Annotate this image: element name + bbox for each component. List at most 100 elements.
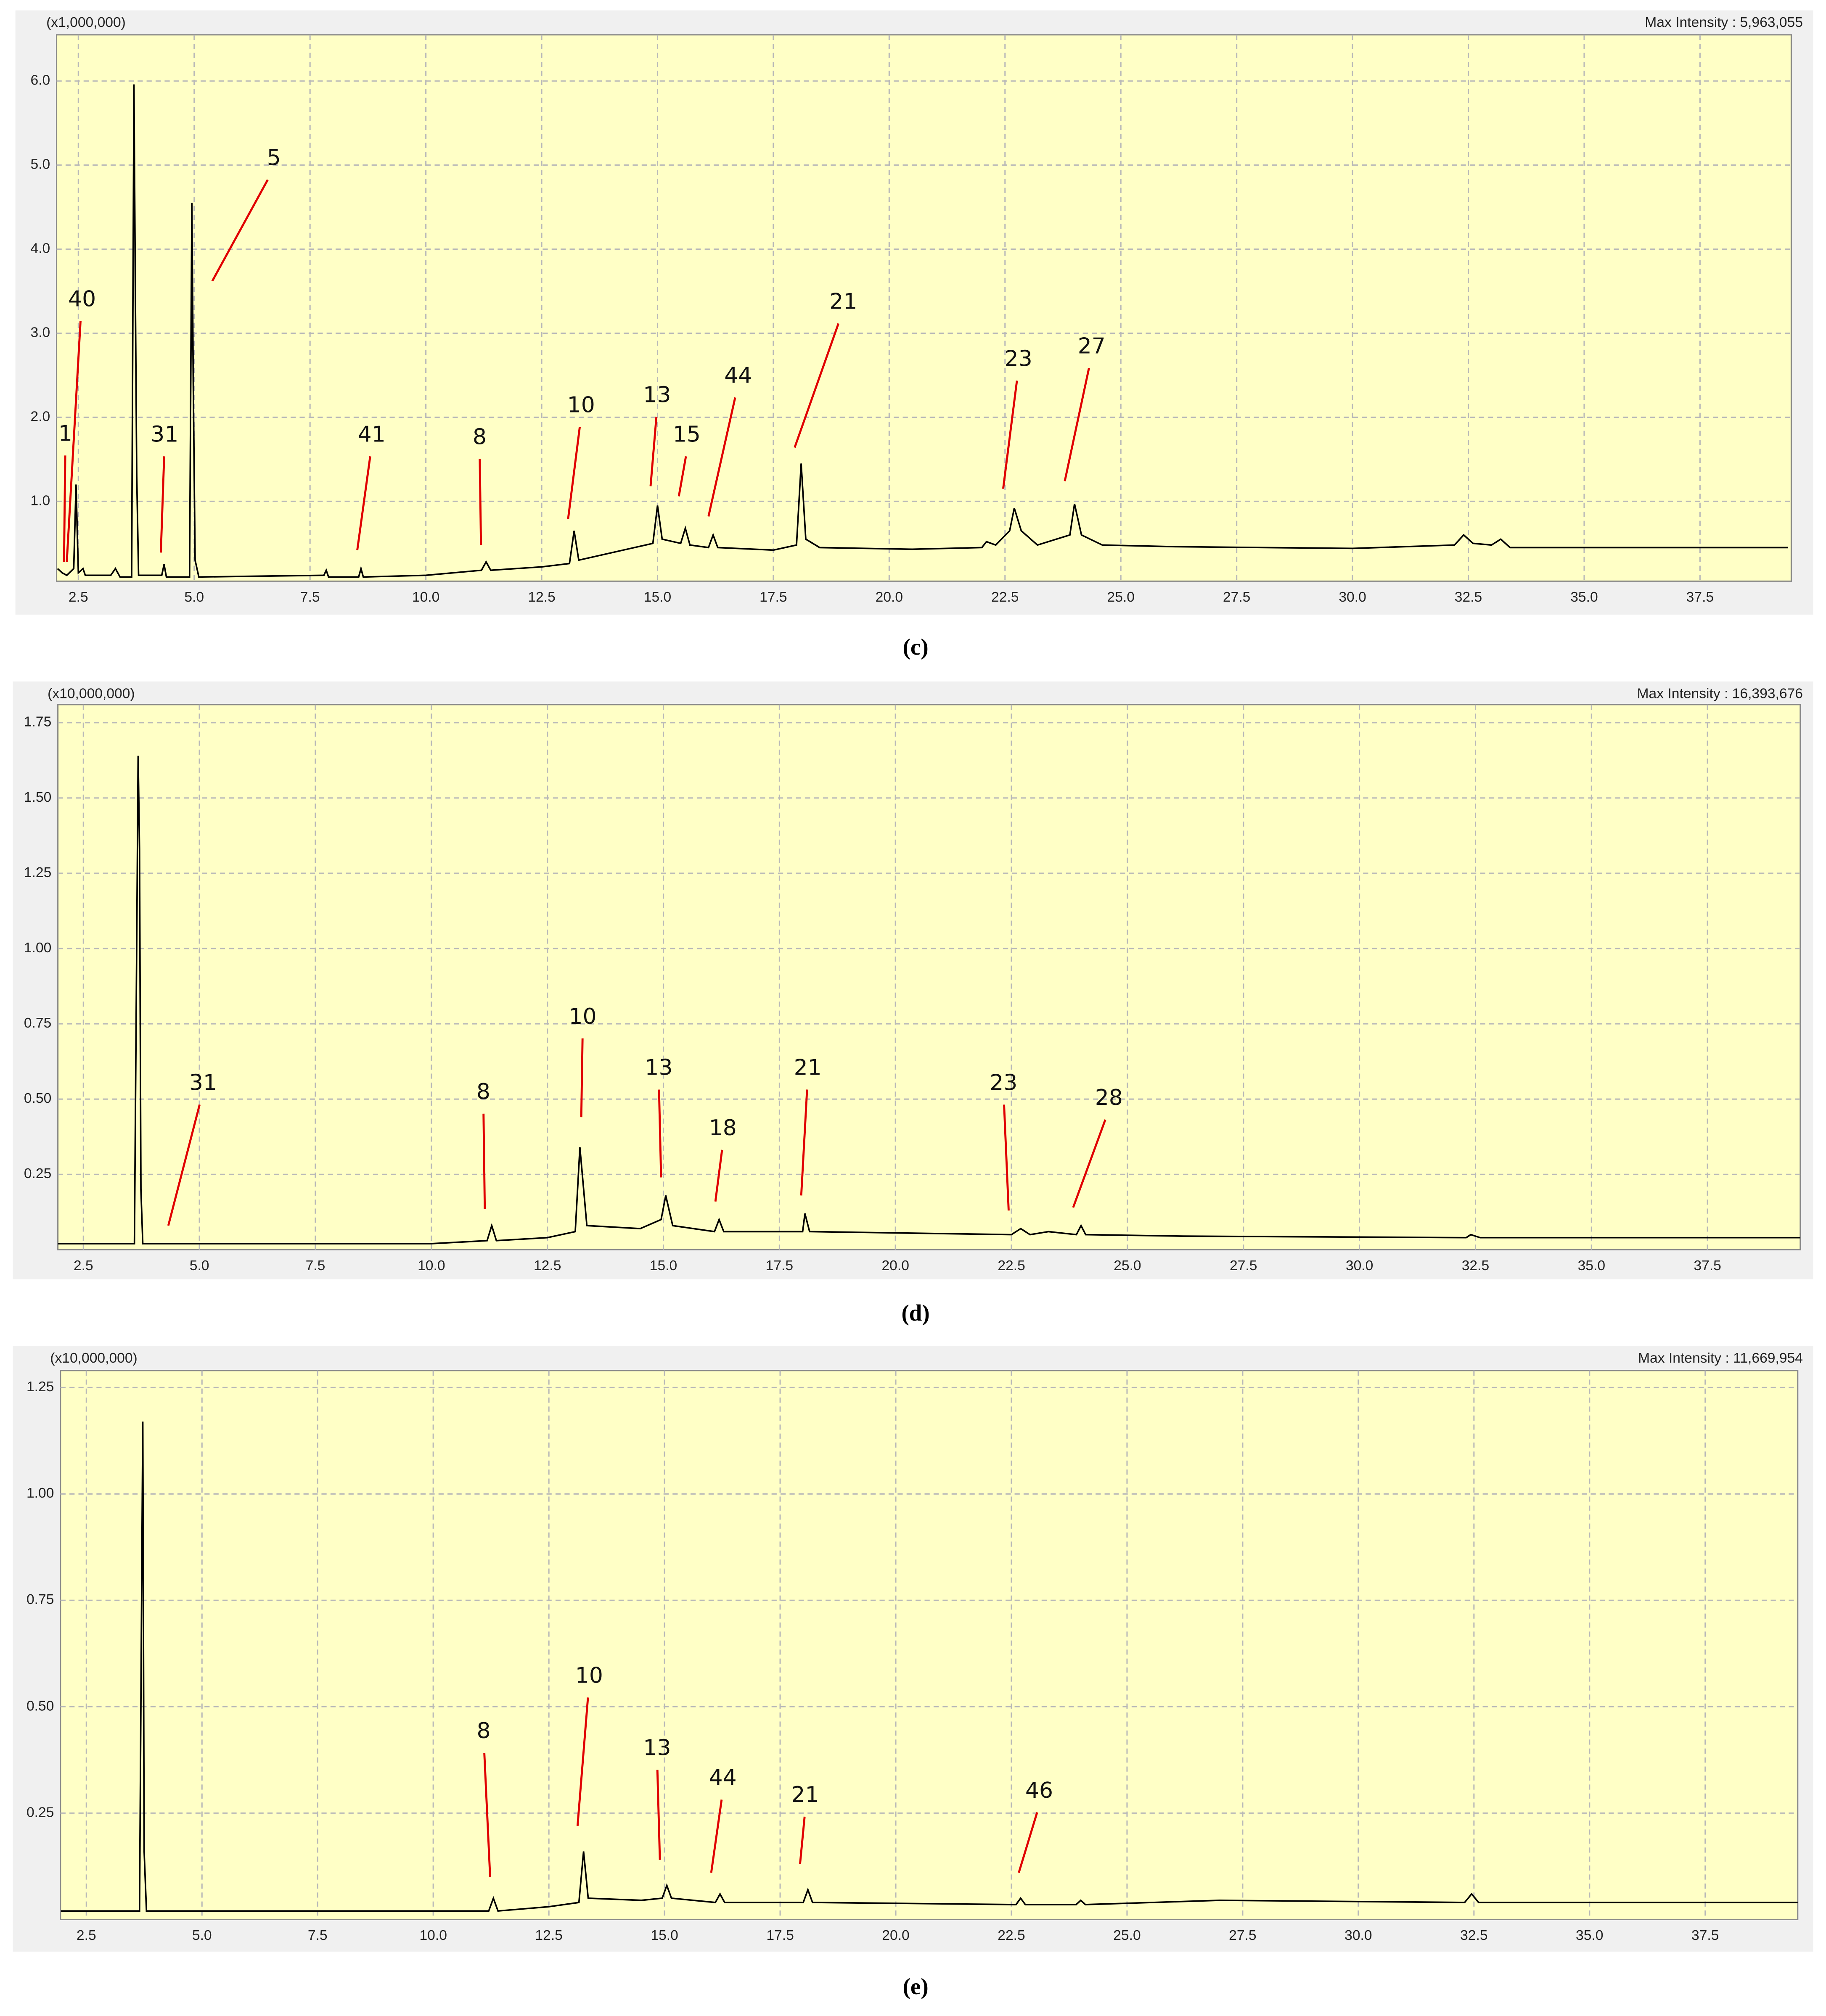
- x-tick-label: 37.5: [1694, 1258, 1721, 1274]
- x-tick-label: 32.5: [1455, 589, 1482, 605]
- peak-label: 18: [709, 1115, 737, 1141]
- y-tick-label: 0.75: [26, 1592, 54, 1607]
- x-tick-label: 27.5: [1223, 589, 1250, 605]
- peak-label: 21: [794, 1055, 822, 1081]
- x-tick-label: 5.0: [184, 589, 204, 605]
- annotation-pointer: [649, 417, 658, 486]
- x-tick-label: 20.0: [882, 1928, 909, 1943]
- peak-label: 23: [990, 1070, 1017, 1095]
- peak-label: 13: [643, 1736, 671, 1761]
- peak-label: 27: [1078, 334, 1106, 359]
- annotation-pointer: [714, 1149, 723, 1202]
- peak-label: 21: [791, 1782, 819, 1807]
- x-tick-label: 22.5: [991, 589, 1019, 605]
- annotation-pointer: [799, 1816, 806, 1865]
- annotation-pointer: [159, 456, 165, 553]
- peak-label: 15: [673, 422, 701, 447]
- peak-label: 10: [575, 1663, 603, 1688]
- x-tick-label: 10.0: [412, 589, 439, 605]
- x-tick-label: 10.0: [418, 1258, 445, 1274]
- max-intensity: Max Intensity : 11,669,954: [1638, 1350, 1803, 1366]
- y-tick-label: 1.25: [24, 865, 51, 880]
- annotation-pointer: [677, 456, 687, 497]
- x-tick-label: 17.5: [760, 589, 787, 605]
- annotation-pointer: [658, 1089, 662, 1178]
- annotation-pointer: [356, 456, 371, 550]
- scale-label: (x10,000,000): [48, 686, 135, 701]
- annotation-pointer: [479, 459, 482, 545]
- x-tick-label: 5.0: [192, 1928, 212, 1943]
- y-tick-label: 1.00: [26, 1485, 54, 1501]
- x-tick-label: 15.0: [651, 1928, 678, 1943]
- annotation-pointer: [211, 179, 269, 282]
- x-tick-label: 30.0: [1346, 1258, 1373, 1274]
- annotation-pointer: [483, 1752, 491, 1877]
- plot-area: [56, 34, 1792, 582]
- x-tick-label: 5.0: [190, 1258, 209, 1274]
- chromatogram-trace: [61, 1422, 1798, 1912]
- peak-label: 8: [476, 1079, 490, 1104]
- x-tick-label: 35.0: [1578, 1258, 1605, 1274]
- x-tick-label: 27.5: [1229, 1928, 1256, 1943]
- scale-label: (x10,000,000): [50, 1350, 138, 1366]
- x-tick-label: 22.5: [998, 1928, 1025, 1943]
- x-tick-label: 30.0: [1339, 589, 1366, 605]
- x-tick-label: 15.0: [644, 589, 671, 605]
- peak-label: 41: [358, 422, 386, 447]
- max-intensity: Max Intensity : 16,393,676: [1637, 686, 1803, 701]
- y-tick-label: 0.25: [26, 1805, 54, 1820]
- peak-label: 44: [724, 363, 752, 388]
- annotation-pointer: [707, 397, 736, 517]
- y-tick-label: 0.25: [24, 1166, 51, 1181]
- annotation-pointer: [710, 1799, 723, 1873]
- y-tick-label: 0.75: [24, 1015, 51, 1031]
- peak-label: 1: [58, 421, 72, 446]
- annotation-pointer: [63, 455, 66, 562]
- x-tick-label: 32.5: [1462, 1258, 1489, 1274]
- x-tick-label: 35.0: [1570, 589, 1598, 605]
- x-tick-label: 15.0: [650, 1258, 677, 1274]
- y-tick-label: 1.50: [24, 790, 51, 805]
- y-tick-label: 6.0: [31, 73, 50, 88]
- x-tick-label: 22.5: [998, 1258, 1025, 1274]
- peak-label: 10: [569, 1004, 596, 1029]
- peak-label: 28: [1095, 1085, 1123, 1110]
- plot-area: [60, 1370, 1799, 1920]
- y-tick-label: 2.0: [31, 409, 50, 424]
- plot-area: [57, 704, 1801, 1250]
- x-tick-label: 7.5: [300, 589, 320, 605]
- x-tick-label: 12.5: [535, 1928, 562, 1943]
- y-tick-label: 1.0: [31, 493, 50, 508]
- panel-caption: (c): [903, 634, 929, 660]
- peak-label: 13: [643, 382, 671, 407]
- annotation-pointer: [66, 321, 82, 562]
- y-tick-label: 3.0: [31, 325, 50, 340]
- peak-label: 21: [829, 289, 857, 314]
- peak-label: 13: [645, 1055, 672, 1081]
- peak-label: 5: [267, 145, 281, 171]
- x-tick-label: 32.5: [1460, 1928, 1487, 1943]
- x-tick-label: 2.5: [77, 1928, 96, 1943]
- x-tick-label: 35.0: [1576, 1928, 1603, 1943]
- annotation-pointer: [656, 1770, 661, 1860]
- annotation-pointer: [580, 1038, 584, 1118]
- peak-label: 44: [709, 1765, 737, 1790]
- x-tick-label: 25.0: [1114, 1258, 1141, 1274]
- x-tick-label: 37.5: [1686, 589, 1714, 605]
- chromatogram-trace: [57, 84, 1788, 578]
- x-tick-label: 27.5: [1230, 1258, 1257, 1274]
- x-tick-label: 17.5: [766, 1928, 794, 1943]
- x-tick-label: 12.5: [534, 1258, 561, 1274]
- scale-label: (x1,000,000): [46, 15, 126, 30]
- peak-label: 23: [1005, 346, 1032, 372]
- y-tick-label: 0.50: [26, 1698, 54, 1714]
- annotation-pointer: [1002, 380, 1018, 489]
- peak-label: 40: [68, 287, 96, 312]
- annotation-pointer: [482, 1113, 486, 1209]
- peak-label: 31: [151, 422, 178, 447]
- max-intensity: Max Intensity : 5,963,055: [1645, 15, 1803, 30]
- annotation-pointer: [1072, 1119, 1106, 1208]
- x-tick-label: 20.0: [876, 589, 903, 605]
- x-tick-label: 10.0: [419, 1928, 447, 1943]
- y-tick-label: 4.0: [31, 240, 50, 256]
